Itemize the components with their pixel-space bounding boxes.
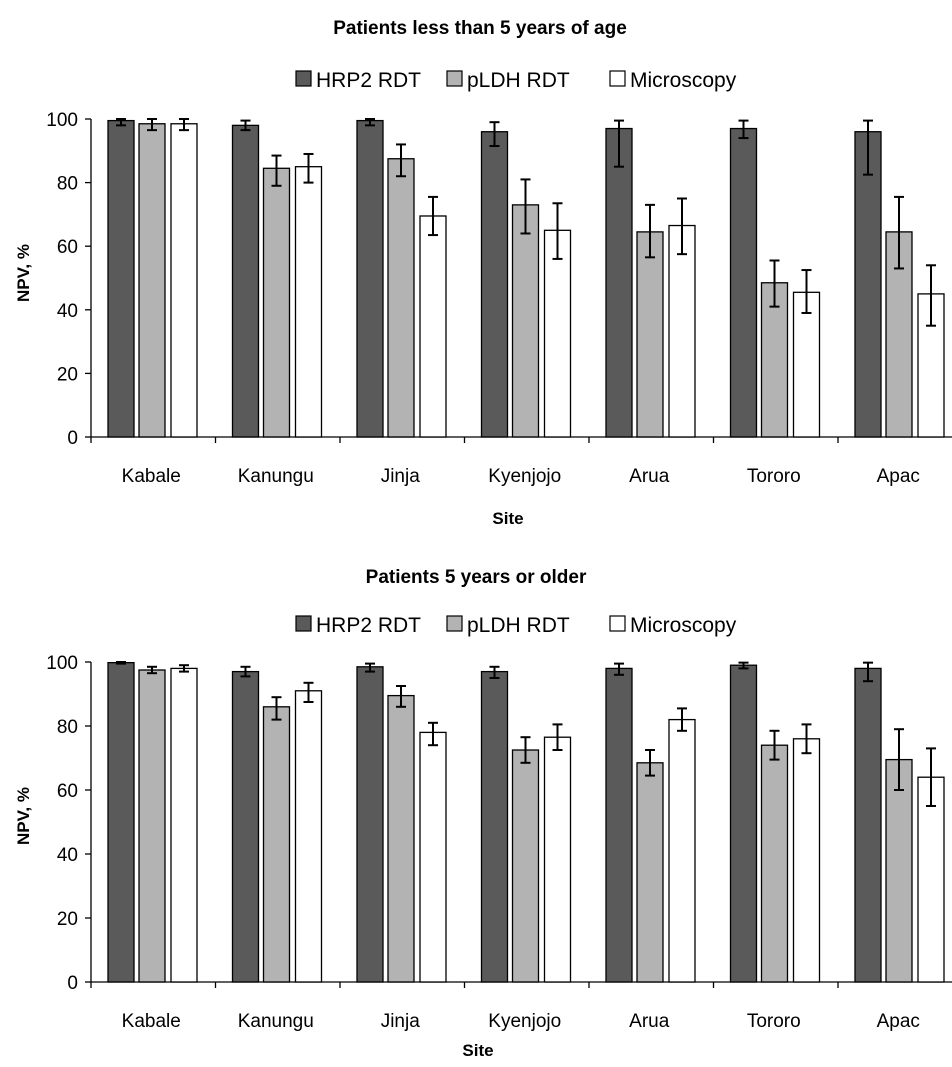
bar <box>668 224 696 438</box>
legend-swatch <box>295 615 312 632</box>
y-tick-label: 0 <box>67 973 78 994</box>
bar <box>107 119 135 438</box>
x-tick-label: Kyenjojo <box>488 1011 561 1032</box>
bar <box>419 731 447 983</box>
bar <box>636 231 664 438</box>
bar <box>387 694 415 983</box>
legend-label: pLDH RDT <box>467 69 570 92</box>
x-tick-label: Kabale <box>122 1011 181 1032</box>
plot-area: 0 20 40 60 80 100 Kabale Kanungu Jinja Kyenjojo Ar… <box>46 653 952 1032</box>
y-axis-label: NPV, % <box>14 787 33 845</box>
legend-swatch <box>446 70 463 87</box>
x-tick-label: Jinja <box>381 1011 421 1032</box>
bar <box>760 744 789 983</box>
bar <box>605 127 633 438</box>
x-tick-label: Kanungu <box>238 466 314 487</box>
y-tick-label: 60 <box>57 781 78 802</box>
legend-label: pLDH RDT <box>467 614 570 637</box>
legend-swatch <box>609 615 626 632</box>
legend-label: HRP2 RDT <box>316 69 421 92</box>
bar <box>262 167 291 438</box>
x-tick-label: Arua <box>629 466 670 487</box>
bar <box>231 124 260 438</box>
bar <box>543 229 572 438</box>
plot-area: 0 20 40 60 80 100 Kabale Kanungu Jinja Kyenjojo Ar… <box>46 110 952 487</box>
chart-title: Patients 5 years or older <box>366 567 587 588</box>
legend-label: HRP2 RDT <box>316 614 421 637</box>
y-axis-label: NPV, % <box>14 244 33 302</box>
y-tick-label: 100 <box>46 653 78 674</box>
y-tick-label: 80 <box>57 717 78 738</box>
x-tick-label: Kyenjojo <box>488 466 561 487</box>
bar <box>511 204 540 438</box>
legend-swatch <box>295 70 312 87</box>
x-tick-label: Apac <box>877 466 920 487</box>
x-axis-label: Site <box>492 509 523 528</box>
x-tick-label: Arua <box>629 1011 670 1032</box>
bar <box>419 215 447 438</box>
y-tick-label: 100 <box>46 110 78 131</box>
bar <box>668 718 696 983</box>
chart-5-and-older: Patients 5 years or older HRP2 RDT pLDH R… <box>14 567 952 1060</box>
chart-under-5: Patients less than 5 years of age HRP2 R… <box>14 18 952 528</box>
legend-label: Microscopy <box>630 614 737 637</box>
y-tick-label: 40 <box>57 845 78 866</box>
bar <box>294 166 323 438</box>
bar <box>854 667 882 983</box>
legend-swatch <box>609 70 626 87</box>
bar <box>885 758 913 983</box>
x-tick-label: Kanungu <box>238 1011 314 1032</box>
legend: HRP2 RDT pLDH RDT Microscopy <box>295 69 737 92</box>
legend-swatch <box>446 615 463 632</box>
bar <box>356 119 384 438</box>
x-tick-label: Tororo <box>747 466 801 487</box>
bar <box>636 762 664 983</box>
chart-panel-under-5: Patients less than 5 years of age HRP2 R… <box>14 18 952 528</box>
bar <box>480 670 509 983</box>
y-tick-label: 0 <box>67 428 78 449</box>
chart-title: Patients less than 5 years of age <box>333 18 627 39</box>
bar <box>138 669 166 983</box>
bar <box>170 123 198 438</box>
y-tick-label: 40 <box>57 301 78 322</box>
bar <box>543 736 572 983</box>
bar <box>511 749 540 983</box>
y-tick-label: 20 <box>57 909 78 930</box>
bar <box>480 131 509 438</box>
y-tick-label: 20 <box>57 364 78 385</box>
y-tick-label: 60 <box>57 237 78 258</box>
x-tick-label: Apac <box>877 1011 920 1032</box>
bar <box>231 670 260 983</box>
x-axis-label: Site <box>462 1041 493 1060</box>
bar <box>760 282 789 438</box>
x-tick-label: Tororo <box>747 1011 801 1032</box>
x-tick-label: Jinja <box>381 466 421 487</box>
legend-label: Microscopy <box>630 69 737 92</box>
bar <box>729 127 758 438</box>
bar <box>107 661 135 983</box>
bar <box>792 738 821 983</box>
legend: HRP2 RDT pLDH RDT Microscopy <box>295 614 737 637</box>
bar <box>792 291 821 438</box>
chart-panel-5-and-older: Patients 5 years or older HRP2 RDT pLDH R… <box>0 545 952 1067</box>
bar <box>138 123 166 438</box>
bar <box>356 666 384 983</box>
y-tick-label: 80 <box>57 174 78 195</box>
bar <box>262 706 291 983</box>
bar <box>605 667 633 983</box>
bar <box>729 664 758 983</box>
bar <box>917 776 945 983</box>
bar <box>294 690 323 983</box>
bar <box>387 158 415 438</box>
bar <box>170 667 198 983</box>
bar <box>854 131 882 438</box>
x-tick-label: Kabale <box>122 466 181 487</box>
